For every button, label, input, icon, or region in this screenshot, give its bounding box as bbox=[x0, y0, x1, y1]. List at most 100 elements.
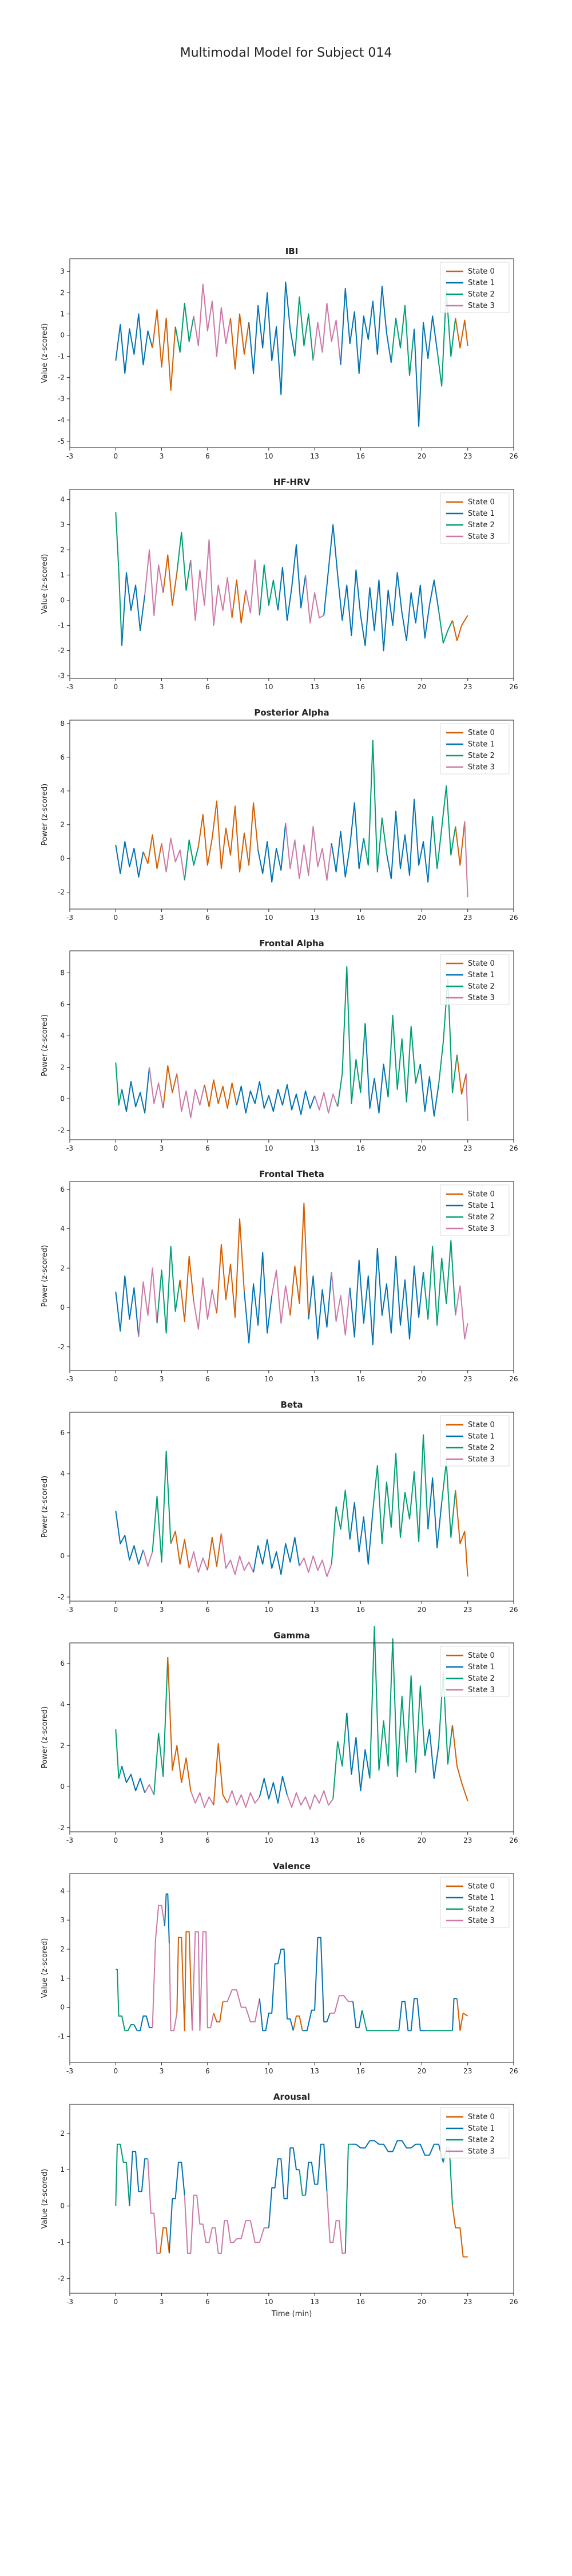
y-tick-label: 4 bbox=[60, 1225, 65, 1233]
y-axis-label: Value (z-scored) bbox=[41, 323, 49, 384]
series-line-state-1 bbox=[308, 1272, 332, 1340]
legend-label: State 0 bbox=[468, 959, 495, 968]
figure-title: Multimodal Model for Subject 014 bbox=[180, 46, 392, 60]
legend: State 0 State 1 State 2 State 3 bbox=[440, 262, 510, 313]
x-tick-label: 3 bbox=[160, 1375, 164, 1383]
x-tick-label: 3 bbox=[160, 1836, 164, 1844]
x-tick-label: 13 bbox=[310, 452, 319, 460]
series-line-state-1 bbox=[323, 524, 439, 651]
x-tick-label: 3 bbox=[160, 683, 164, 691]
series-line-state-0 bbox=[216, 1218, 245, 1318]
series-line-state-0 bbox=[452, 2206, 468, 2258]
y-tick-label: 1 bbox=[60, 1974, 65, 1982]
x-tick-label: 23 bbox=[463, 1606, 472, 1614]
legend-box bbox=[440, 1876, 510, 1928]
series-line-state-2 bbox=[331, 1490, 351, 1564]
series-line-state-3 bbox=[305, 575, 324, 624]
series-line-state-3 bbox=[176, 1073, 205, 1119]
y-tick-label: 2 bbox=[60, 1264, 65, 1272]
y-tick-label: 0 bbox=[60, 1303, 65, 1311]
series-line-state-3 bbox=[329, 1995, 353, 2014]
x-tick-label: 16 bbox=[356, 2067, 365, 2075]
series-line-state-3 bbox=[220, 1533, 255, 1575]
legend-label: State 2 bbox=[468, 1444, 495, 1452]
x-tick-label: 6 bbox=[205, 2298, 210, 2306]
series-line-state-3 bbox=[455, 1285, 468, 1340]
y-tick-label: 2 bbox=[60, 1064, 65, 1072]
series-line-state-1 bbox=[115, 841, 144, 878]
series-line-state-2 bbox=[363, 740, 387, 873]
x-tick-label: 0 bbox=[113, 1144, 118, 1152]
series-line-state-2 bbox=[259, 564, 279, 616]
legend-box bbox=[440, 2107, 510, 2159]
y-tick-label: 3 bbox=[60, 521, 65, 529]
y-tick-label: 4 bbox=[60, 787, 65, 795]
series-line-state-3 bbox=[245, 559, 260, 616]
y-axis-label: Power (z-scored) bbox=[41, 1476, 49, 1538]
y-axis-label: Value (z-scored) bbox=[41, 1938, 49, 1998]
series-line-state-1 bbox=[352, 2001, 363, 2029]
series-line-state-1 bbox=[121, 1765, 146, 1793]
legend-label: State 1 bbox=[468, 1202, 495, 1210]
series-line-state-1 bbox=[115, 1275, 140, 1337]
legend: State 0 State 1 State 2 State 3 bbox=[440, 492, 510, 544]
series-line-state-1 bbox=[346, 1712, 371, 1792]
series-line-state-1 bbox=[349, 1502, 374, 1565]
y-tick-label: 0 bbox=[60, 1552, 65, 1560]
y-tick-label: 3 bbox=[60, 267, 65, 275]
y-tick-label: 4 bbox=[60, 1470, 65, 1478]
series-line-state-2 bbox=[390, 305, 415, 376]
series-line-state-2 bbox=[432, 785, 456, 870]
legend-box bbox=[440, 1415, 510, 1467]
y-tick-label: -5 bbox=[58, 437, 65, 445]
series-line-state-1 bbox=[248, 281, 296, 396]
series-line-state-3 bbox=[464, 821, 468, 898]
series-line-state-1 bbox=[452, 1998, 457, 2031]
x-tick-label: 26 bbox=[509, 683, 518, 691]
x-tick-label: 26 bbox=[509, 452, 518, 460]
series-line-state-1 bbox=[268, 2147, 300, 2228]
series-line-state-1 bbox=[427, 1477, 443, 1548]
chart-title: Gamma bbox=[273, 1630, 310, 1641]
plot-frame bbox=[69, 258, 514, 448]
y-tick-label: 4 bbox=[60, 1887, 65, 1895]
series-group bbox=[115, 1434, 468, 1577]
plot-frame bbox=[69, 1412, 514, 1602]
series-line-state-1 bbox=[259, 1776, 288, 1804]
x-tick-label: 0 bbox=[113, 914, 118, 922]
series-line-state-2 bbox=[156, 1246, 181, 1334]
series-line-state-2 bbox=[153, 1657, 169, 1795]
plot-frame bbox=[69, 1181, 514, 1371]
legend-label: State 0 bbox=[468, 1882, 495, 1891]
x-tick-label: 6 bbox=[205, 2067, 210, 2075]
series-line-state-3 bbox=[285, 823, 332, 881]
x-tick-label: 26 bbox=[509, 2298, 518, 2306]
x-tick-label: 6 bbox=[205, 1606, 210, 1614]
x-tick-label: 26 bbox=[509, 1836, 518, 1844]
series-line-state-2 bbox=[299, 2170, 306, 2196]
series-line-state-1 bbox=[236, 1081, 316, 1115]
y-tick-label: 0 bbox=[60, 596, 65, 605]
x-tick-label: 0 bbox=[113, 1606, 118, 1614]
x-tick-label: 16 bbox=[356, 1606, 365, 1614]
x-tick-label: 23 bbox=[463, 452, 472, 460]
series-line-state-0 bbox=[167, 1657, 192, 1791]
legend-label: State 1 bbox=[468, 1432, 495, 1441]
series-line-state-2 bbox=[423, 1240, 456, 1326]
y-tick-label: 0 bbox=[60, 855, 65, 863]
x-tick-label: 20 bbox=[418, 452, 426, 460]
x-axis-label: Time (min) bbox=[271, 2310, 312, 2318]
series-line-state-0 bbox=[206, 1533, 222, 1571]
legend-label: State 0 bbox=[468, 1652, 495, 1660]
legend-label: State 3 bbox=[468, 1455, 495, 1464]
series-line-state-2 bbox=[115, 2143, 130, 2206]
legend: State 0 State 1 State 2 State 3 bbox=[440, 1646, 510, 1697]
chart-title: Posterior Alpha bbox=[254, 708, 329, 718]
series-line-state-3 bbox=[190, 1790, 214, 1808]
legend-label: State 3 bbox=[468, 1917, 495, 1925]
series-line-state-3 bbox=[168, 1943, 178, 2032]
x-tick-label: -3 bbox=[66, 683, 73, 691]
x-tick-label: 0 bbox=[113, 1375, 118, 1383]
